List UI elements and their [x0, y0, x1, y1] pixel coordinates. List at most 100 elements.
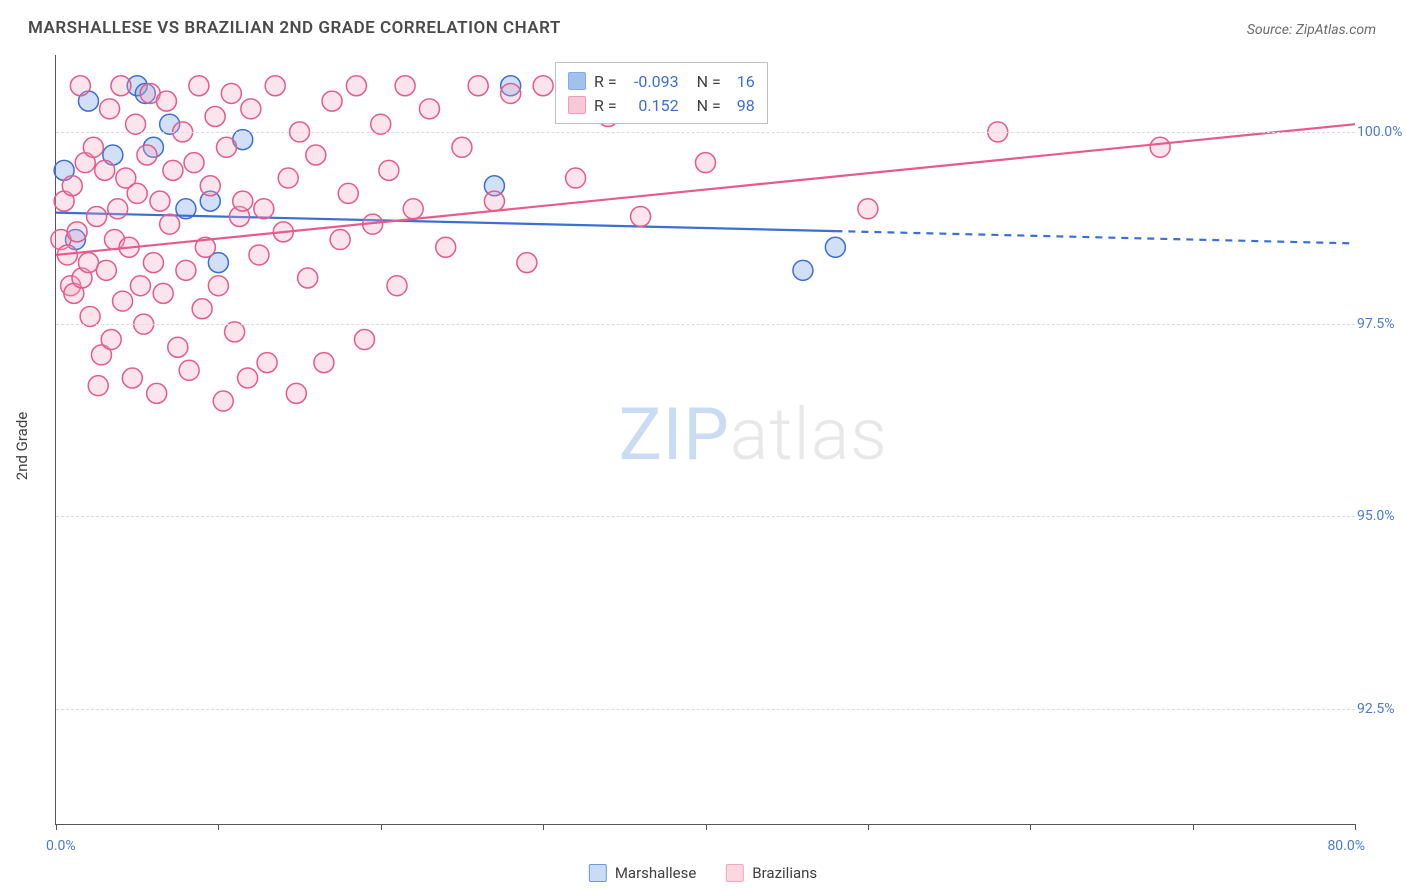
scatter-point	[130, 276, 150, 296]
stats-swatch	[568, 96, 586, 114]
scatter-point	[254, 199, 274, 219]
scatter-point	[566, 168, 586, 188]
stats-r-label: R =	[594, 96, 617, 115]
stats-n-label: N =	[697, 72, 721, 91]
y-axis-title: 2nd Grade	[13, 412, 31, 480]
scatter-point	[436, 237, 456, 257]
scatter-point	[96, 260, 116, 280]
legend-swatch	[726, 864, 744, 882]
scatter-point	[137, 145, 157, 165]
stats-r-value: -0.093	[625, 72, 679, 91]
scatter-point	[200, 176, 220, 196]
gridline-h	[56, 709, 1355, 710]
legend-item: Brazilians	[726, 864, 817, 882]
scatter-point	[111, 76, 131, 96]
scatter-point	[286, 383, 306, 403]
scatter-point	[1150, 137, 1170, 157]
legend-item: Marshallese	[589, 864, 696, 882]
scatter-point	[62, 176, 82, 196]
scatter-point	[184, 153, 204, 173]
scatter-point	[233, 191, 253, 211]
source-attribution: Source: ZipAtlas.com	[1247, 22, 1376, 38]
x-tick	[56, 824, 57, 830]
stats-legend-box: R = -0.093 N = 16 R = 0.152 N = 98	[555, 62, 768, 124]
scatter-point	[216, 137, 236, 157]
scatter-point	[176, 260, 196, 280]
scatter-point	[452, 137, 472, 157]
scatter-point	[143, 253, 163, 273]
scatter-point	[379, 160, 399, 180]
scatter-point	[241, 99, 261, 119]
scatter-point	[501, 83, 521, 103]
scatter-point	[314, 353, 334, 373]
scatter-point	[278, 168, 298, 188]
scatter-point	[221, 83, 241, 103]
scatter-point	[168, 337, 188, 357]
scatter-point	[249, 245, 269, 265]
scatter-point	[95, 160, 115, 180]
gridline-h	[56, 516, 1355, 517]
scatter-point	[67, 222, 87, 242]
chart-title: MARSHALLESE VS BRAZILIAN 2ND GRADE CORRE…	[28, 18, 561, 38]
scatter-point	[825, 237, 845, 257]
regression-line-dashed	[835, 231, 1355, 243]
x-tick	[218, 824, 219, 830]
legend-label: Brazilians	[752, 864, 817, 882]
scatter-point	[156, 91, 176, 111]
y-tick-label: 97.5%	[1357, 316, 1406, 332]
scatter-point	[108, 199, 128, 219]
scatter-point	[631, 206, 651, 226]
stats-n-value: 16	[729, 72, 755, 91]
scatter-point	[70, 76, 90, 96]
legend-swatch	[589, 864, 607, 882]
scatter-point	[696, 153, 716, 173]
scatter-point	[122, 368, 142, 388]
x-tick	[868, 824, 869, 830]
scatter-point	[517, 253, 537, 273]
x-tick	[381, 824, 382, 830]
scatter-point	[208, 276, 228, 296]
legend-label: Marshallese	[615, 864, 696, 882]
scatter-point	[338, 183, 358, 203]
scatter-point	[205, 107, 225, 127]
scatter-point	[153, 283, 173, 303]
scatter-point	[403, 199, 423, 219]
stats-n-label: N =	[697, 96, 721, 115]
scatter-point	[355, 330, 375, 350]
gridline-h	[56, 324, 1355, 325]
scatter-point	[113, 291, 133, 311]
x-tick	[706, 824, 707, 830]
scatter-point	[78, 253, 98, 273]
scatter-point	[306, 145, 326, 165]
scatter-point	[87, 206, 107, 226]
stats-r-value: 0.152	[625, 96, 679, 115]
x-tick	[1193, 824, 1194, 830]
x-tick	[1030, 824, 1031, 830]
stats-n-value: 98	[729, 96, 755, 115]
y-tick-label: 92.5%	[1357, 701, 1406, 717]
scatter-point	[192, 299, 212, 319]
stats-swatch	[568, 72, 586, 90]
scatter-point	[213, 391, 233, 411]
scatter-point	[238, 368, 258, 388]
scatter-point	[468, 76, 488, 96]
scatter-point	[83, 137, 103, 157]
y-tick-label: 100.0%	[1357, 124, 1406, 140]
y-tick-label: 95.0%	[1357, 508, 1406, 524]
stats-row: R = 0.152 N = 98	[568, 93, 755, 117]
scatter-point	[793, 260, 813, 280]
scatter-point	[387, 276, 407, 296]
scatter-point	[101, 330, 121, 350]
stats-r-label: R =	[594, 72, 617, 91]
x-axis-max-label: 80.0%	[1327, 838, 1365, 854]
scatter-point	[150, 191, 170, 211]
scatter-point	[395, 76, 415, 96]
scatter-point	[179, 360, 199, 380]
scatter-point	[346, 76, 366, 96]
scatter-point	[265, 76, 285, 96]
stats-row: R = -0.093 N = 16	[568, 69, 755, 93]
scatter-point	[533, 76, 553, 96]
scatter-point	[160, 214, 180, 234]
scatter-point	[88, 376, 108, 396]
scatter-point	[419, 99, 439, 119]
